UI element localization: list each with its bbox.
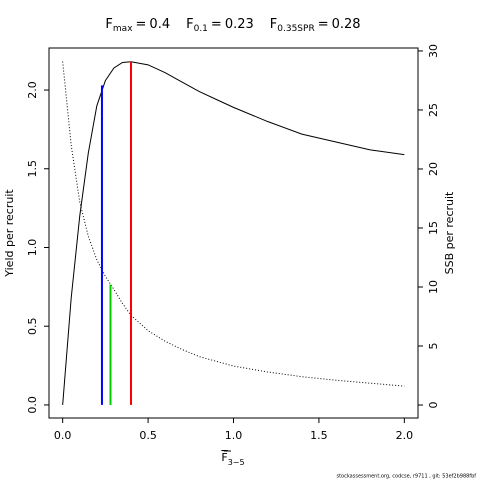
title-relation: =	[211, 17, 222, 32]
y2-tick-label: 10	[427, 280, 440, 294]
y-axis-label: Yield per recruit	[3, 189, 16, 278]
y-tick-label: 0.0	[26, 396, 39, 414]
x-tick-label: 1.0	[225, 429, 243, 442]
title-relation: =	[136, 17, 147, 32]
source-note: stockassessment.org, codcse, r9711 , git…	[336, 474, 476, 480]
title-subscript: 0.35SPR	[277, 24, 314, 34]
plot-frame	[48, 47, 419, 419]
title-symbol: F	[186, 17, 193, 32]
x-tick-label: 0.0	[54, 429, 72, 442]
y-tick-label: 2.0	[26, 81, 39, 99]
y-tick-label: 1.5	[26, 160, 39, 178]
title-subscript: 0.1	[194, 24, 208, 34]
y2-tick-label: 30	[427, 44, 440, 58]
x-tick-label: 0.5	[139, 429, 157, 442]
chart-title: Fmax = 0.4 F0.1 = 0.23 F0.35SPR = 0.28	[105, 17, 360, 34]
title-symbol: F	[270, 17, 277, 32]
y2-tick-label: 20	[427, 162, 440, 176]
series-line	[62, 61, 405, 405]
title-value: 0.28	[332, 17, 361, 32]
y2-tick-label: 5	[427, 343, 440, 350]
title-relation: =	[318, 17, 329, 32]
y-tick-label: 0.5	[26, 317, 39, 335]
y2-tick-label: 25	[427, 103, 440, 117]
y-tick-label: 1.0	[26, 239, 39, 257]
x-axis-label: F3−5	[221, 451, 244, 467]
y2-tick-label: 15	[427, 221, 440, 235]
title-symbol: F	[105, 17, 112, 32]
x-tick-label: 1.5	[310, 429, 328, 442]
x-label-subscript: 3−5	[228, 458, 245, 467]
x-tick-label: 2.0	[396, 429, 414, 442]
title-value: 0.4	[149, 17, 170, 32]
series-line	[62, 61, 405, 387]
y2-axis-label: SSB per recruit	[443, 191, 456, 274]
x-label-symbol: F	[221, 451, 227, 464]
y2-tick-label: 0	[427, 402, 440, 409]
title-subscript: max	[113, 24, 133, 34]
title-value: 0.23	[225, 17, 254, 32]
